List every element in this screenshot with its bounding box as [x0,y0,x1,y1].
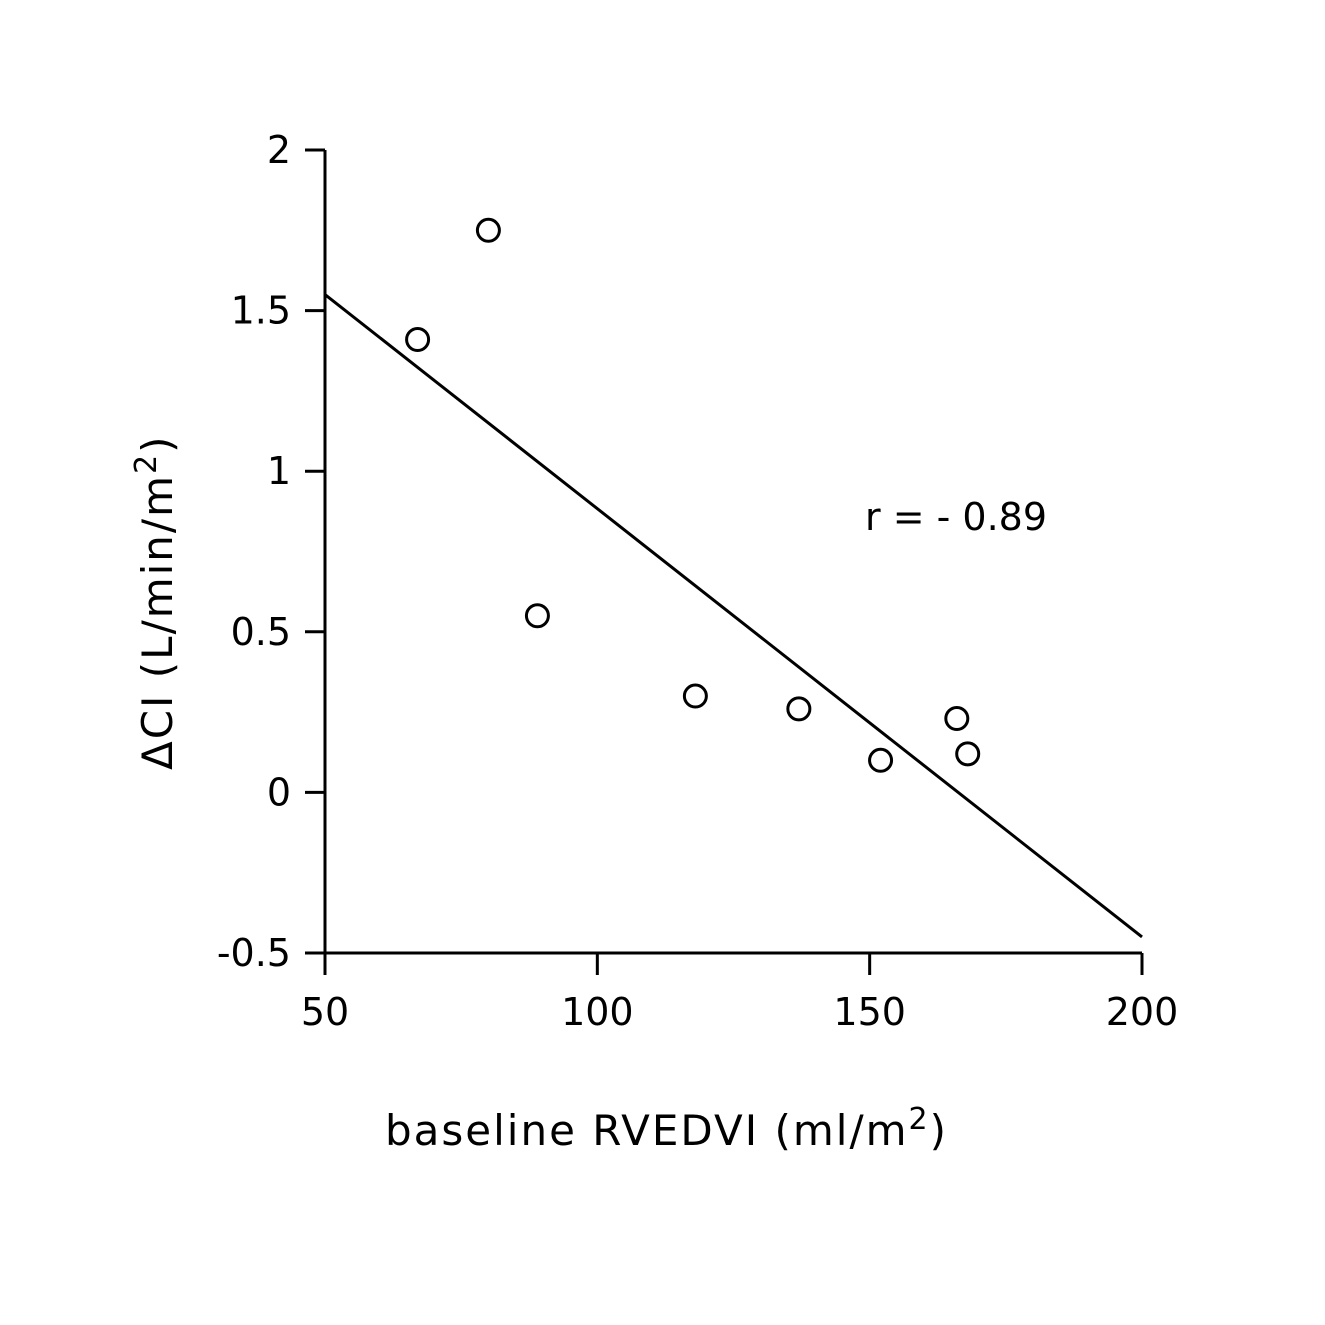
x-tick-label-3: 200 [1106,990,1179,1034]
regression-line [324,293,1143,939]
regression-line-group [324,293,1143,939]
y-tick-label-4: 1.5 [231,289,291,333]
x-tick-label-0: 50 [301,990,349,1034]
data-point-2 [524,603,550,629]
data-point-7 [955,741,981,767]
axes [323,150,1142,955]
data-point-5 [868,747,894,773]
y-axis-title-end: ) [133,435,182,453]
y-axis-title-text: ΔCI (L/min/m [133,474,182,770]
y-axis-title-superscript: 2 [129,453,164,474]
x-axis-title-superscript: 2 [909,1102,930,1137]
x-axis-title-text: baseline RVEDVI (ml/m [385,1106,909,1155]
x-tick-label-1: 100 [561,990,634,1034]
x-axis-title-end: ) [930,1106,948,1155]
y-ticks: -0.5 0 0.5 1 1.5 2 [217,128,325,975]
data-point-1 [475,217,501,243]
y-axis-title: ΔCI (L/min/m2) [129,435,182,770]
y-tick-label-3: 1 [267,449,291,493]
correlation-annotation: r = - 0.89 [865,495,1047,539]
data-point-6 [944,706,970,732]
x-tick-label-2: 150 [833,990,906,1034]
y-tick-label-1: 0 [267,770,291,814]
y-tick-label-2: 0.5 [231,610,291,654]
y-tick-label-5: 2 [267,128,291,172]
data-point-0 [405,327,431,353]
data-point-4 [786,696,812,722]
data-point-3 [682,683,708,709]
y-tick-label-0: -0.5 [217,931,291,975]
x-axis-title: baseline RVEDVI (ml/m2) [385,1102,948,1155]
data-points [405,217,981,773]
x-ticks: 50 100 150 200 [301,953,1178,1034]
